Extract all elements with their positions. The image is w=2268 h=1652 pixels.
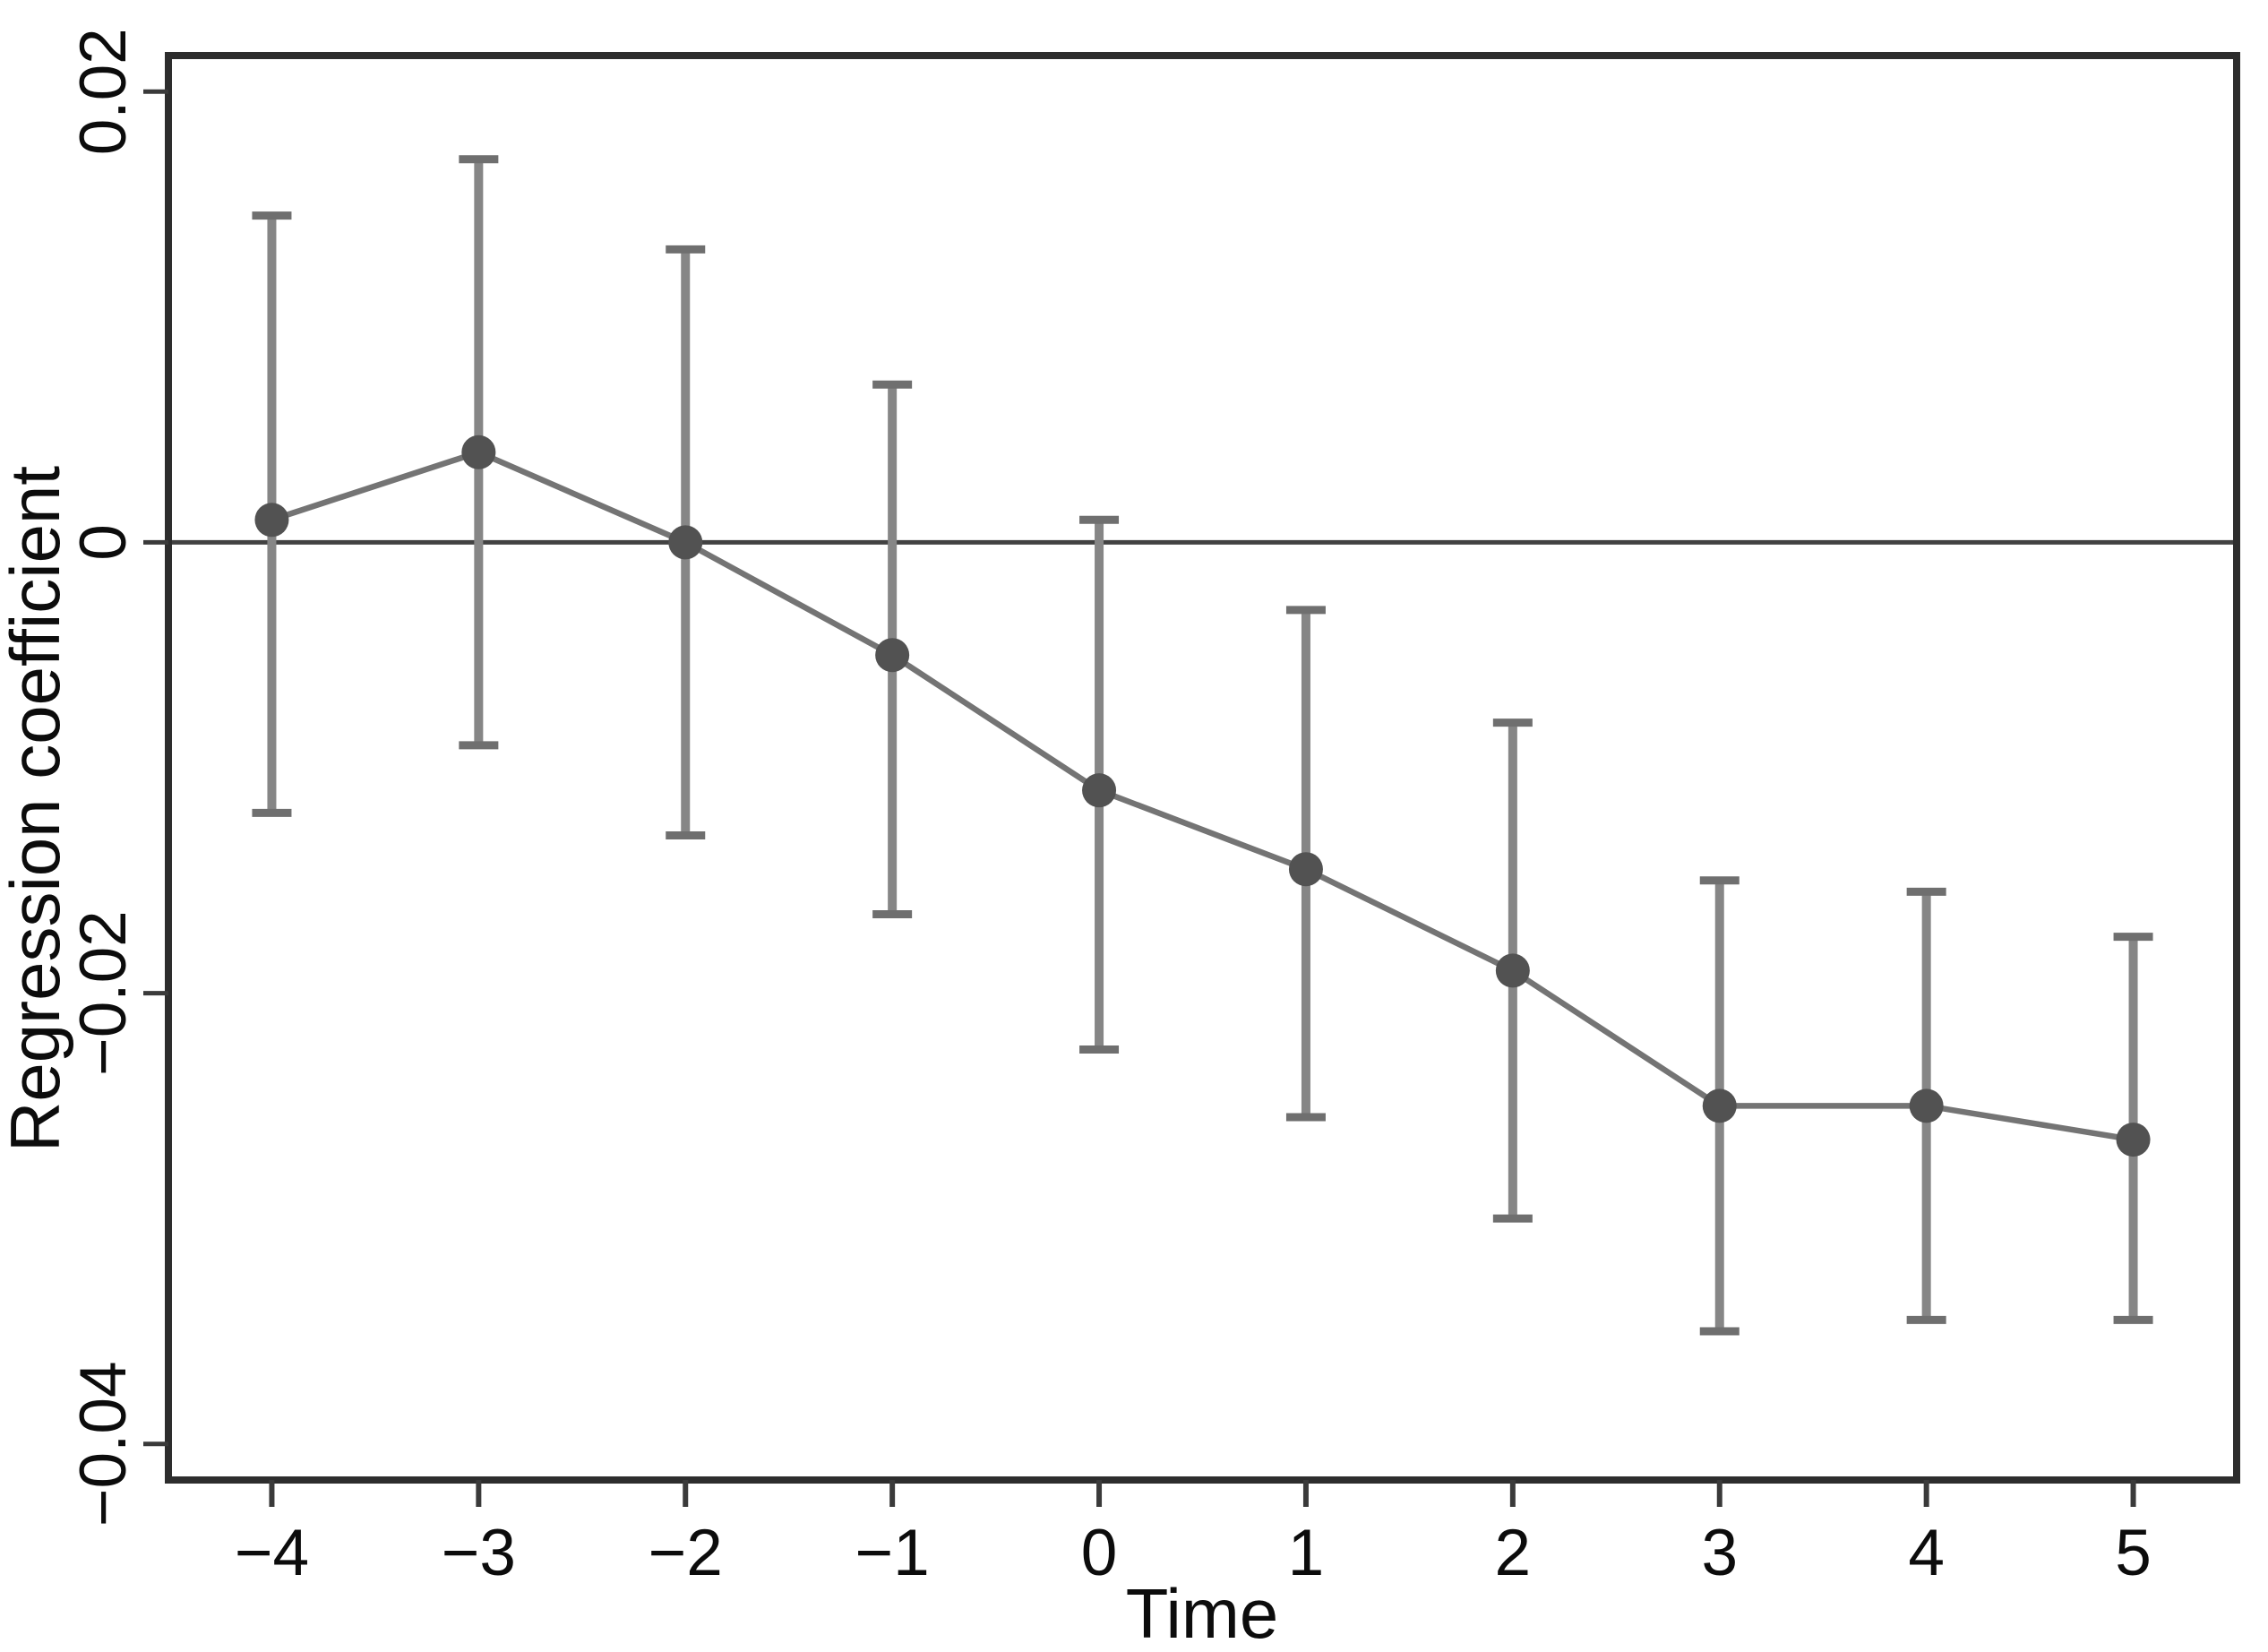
y-tick-label: 0: [67, 524, 140, 561]
y-tick-label: −0.02: [67, 910, 140, 1076]
x-tick-label: 1: [1288, 1517, 1325, 1589]
data-point-marker: [254, 503, 289, 538]
x-tick-label: 4: [1908, 1517, 1945, 1589]
y-tick-label: 0.02: [67, 28, 140, 155]
data-point-marker: [668, 525, 703, 560]
ticks-layer: [143, 89, 2136, 1507]
x-axis-title: Time: [1126, 1574, 1278, 1652]
x-tick-label: −1: [855, 1517, 930, 1589]
plot-frame-layer: [165, 52, 2240, 1484]
x-tick-label: 2: [1495, 1517, 1532, 1589]
plot-frame: [165, 52, 2240, 1484]
x-tick-label: −2: [649, 1517, 723, 1589]
tick-labels-layer: 0.02 0 −0.02 −0.04 −4 −3 −2 −1 0 1 2 3 4 5: [67, 28, 2152, 1589]
data-point-marker: [2116, 1123, 2151, 1157]
x-tick-label: −3: [442, 1517, 516, 1589]
data-point-marker: [1288, 852, 1323, 887]
error-bars-layer: [252, 155, 2153, 1336]
y-axis-title: Regression coefficient: [0, 466, 74, 1152]
x-tick-label: 5: [2115, 1517, 2152, 1589]
series-line: [271, 449, 2135, 1143]
x-tick-label: 0: [1081, 1517, 1118, 1589]
y-tick-label: −0.04: [67, 1361, 140, 1527]
x-tick-label: 3: [1701, 1517, 1738, 1589]
data-point-marker: [461, 435, 496, 469]
data-point-marker: [875, 638, 910, 673]
series-layer: [254, 435, 2151, 1157]
data-point-marker: [1082, 773, 1117, 808]
x-tick-label: −4: [235, 1517, 309, 1589]
data-point-marker: [1909, 1088, 1944, 1123]
data-point-marker: [1495, 953, 1530, 988]
data-point-marker: [1702, 1088, 1737, 1123]
